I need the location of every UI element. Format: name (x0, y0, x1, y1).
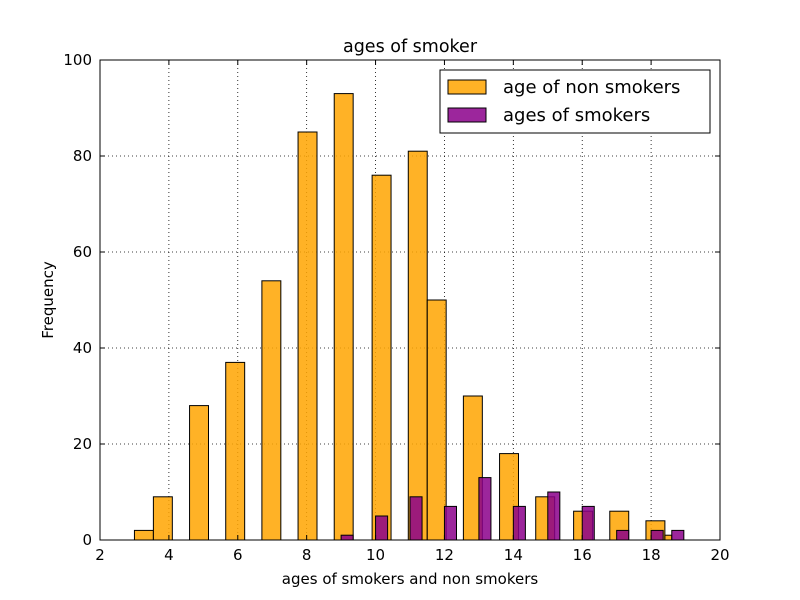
axis-ticks: 2 4 6 8 10 12 14 16 18 20 0 20 40 60 80 100 (63, 51, 729, 564)
bar-non-smokers (333, 93, 354, 541)
legend-swatch-non-smokers (447, 79, 487, 95)
x-tick-label: 6 (233, 546, 243, 564)
bar-non-smokers (261, 280, 282, 541)
chart-title: ages of smoker (343, 37, 478, 57)
plot-frame (99, 59, 721, 541)
x-tick-label: 8 (302, 546, 312, 564)
bar-smokers (340, 534, 354, 541)
x-tick-label: 18 (642, 546, 661, 564)
bar-non-smokers (152, 496, 173, 541)
x-tick-label: 4 (164, 546, 174, 564)
bar-non-smokers (133, 529, 154, 541)
x-tick-label: 14 (504, 546, 523, 564)
y-tick-label: 60 (73, 243, 92, 261)
y-tick-label: 100 (63, 51, 92, 69)
legend-label-smokers: ages of smokers (503, 105, 650, 126)
y-tick-label: 0 (82, 531, 92, 549)
bar-smokers (581, 505, 595, 541)
bar-non-smokers (407, 150, 428, 541)
bar-smokers (512, 505, 526, 541)
y-tick-label: 20 (73, 435, 92, 453)
x-tick-label: 10 (366, 546, 385, 564)
y-axis-label: Frequency (39, 261, 57, 339)
legend-swatch-smokers (447, 107, 487, 123)
bar-smokers (547, 491, 561, 541)
bar-smokers (443, 505, 458, 541)
x-tick-label: 2 (95, 546, 105, 564)
legend-label-non-smokers: age of non smokers (503, 77, 680, 98)
bar-non-smokers (189, 405, 210, 541)
bar-non-smokers (426, 299, 447, 541)
bar-smokers (650, 529, 664, 541)
x-tick-label: 12 (435, 546, 454, 564)
bar-smokers (616, 529, 630, 541)
legend: age of non smokers ages of smokers (439, 69, 711, 134)
bar-non-smokers (297, 131, 318, 541)
y-tick-label: 80 (73, 147, 92, 165)
bar-smokers (671, 529, 685, 541)
bar-smokers (375, 515, 389, 541)
bar-smokers (409, 496, 423, 541)
bar-non-smokers (225, 361, 246, 541)
bar-smokers (478, 477, 492, 541)
x-axis-label: ages of smokers and non smokers (282, 570, 539, 588)
x-tick-label: 20 (710, 546, 729, 564)
x-tick-label: 16 (573, 546, 592, 564)
y-tick-label: 40 (73, 339, 92, 357)
bar-non-smokers (664, 534, 673, 541)
bar-non-smokers (371, 174, 392, 541)
